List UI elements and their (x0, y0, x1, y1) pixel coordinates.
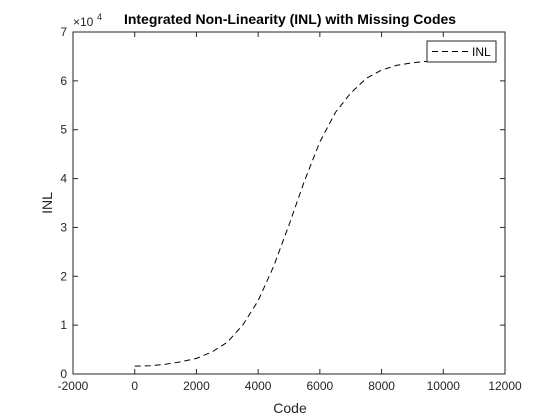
plot-area (72, 31, 506, 375)
x-tick-label: -2000 (58, 379, 89, 393)
y-axis-exponent: ×10 4 (73, 12, 102, 29)
series-layer (134, 59, 444, 367)
x-tick-label: 2000 (183, 379, 210, 393)
x-axis-label: Code (273, 400, 307, 416)
y-exponent-base: ×10 (73, 15, 94, 29)
x-tick-label: 6000 (307, 379, 334, 393)
legend: INL (426, 40, 497, 63)
plot-frame (72, 31, 506, 375)
x-tick-label: 8000 (368, 379, 395, 393)
x-tick-label: 12000 (488, 379, 522, 393)
y-tick-label: 4 (60, 172, 67, 186)
y-tick-label: 0 (60, 367, 67, 381)
legend-entry-inl: INL (472, 45, 491, 59)
y-tick-label: 3 (60, 220, 67, 234)
y-tick-label: 2 (60, 269, 67, 283)
y-tick-label: 5 (60, 123, 67, 137)
x-tick-label: 4000 (245, 379, 272, 393)
y-tick-label: 6 (60, 74, 67, 88)
y-tick-label: 7 (60, 25, 67, 39)
y-exponent-power: 4 (97, 12, 102, 22)
legend-box (426, 40, 497, 63)
x-tick-label: 0 (131, 379, 138, 393)
series-line-inl (134, 59, 444, 367)
y-tick-label: 1 (60, 318, 67, 332)
chart-title: Integrated Non-Linearity (INL) with Miss… (124, 11, 456, 27)
x-tick-label: 10000 (427, 379, 461, 393)
y-axis-label: INL (39, 192, 55, 214)
